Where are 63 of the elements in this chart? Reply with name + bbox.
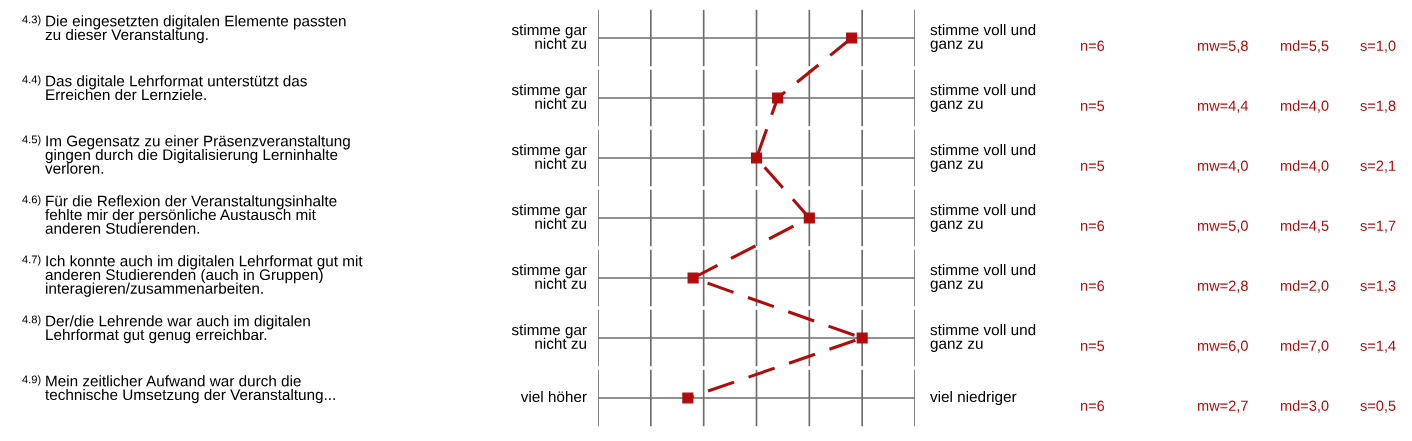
text: s=1,3 xyxy=(1360,280,1396,293)
text: s=1,8 xyxy=(1360,100,1396,113)
point xyxy=(750,152,763,164)
text: stimme voll und ganz zu xyxy=(930,144,1036,172)
text: stimme voll und ganz zu xyxy=(930,324,1036,352)
y-tick-label: Der/die Lehrende war auch im digitalen Lehrformat gut genug erreichbar. xyxy=(46,315,310,344)
text: n=6 xyxy=(1080,400,1105,411)
y-tick-label: Das digitale Lehrformat unterstützt das Erreichen der Lernziele. xyxy=(46,75,307,101)
text: n=5 xyxy=(1080,160,1105,171)
text: 4.8) xyxy=(22,315,41,326)
text: viel niedriger xyxy=(930,390,1017,406)
text: stimme voll und ganz zu xyxy=(930,84,1036,112)
text: stimme voll und ganz zu xyxy=(930,24,1036,52)
data-label: mw=2,8 xyxy=(1197,280,1248,293)
text: stimme gar nicht zu xyxy=(511,84,587,109)
text: md=3,0 xyxy=(1280,400,1329,413)
text: n=5 xyxy=(1080,340,1105,351)
text: s=0,5 xyxy=(1360,400,1396,413)
text: n=5 xyxy=(1080,100,1105,111)
text: md=5,5 xyxy=(1280,40,1329,53)
text: 4.7) xyxy=(22,255,41,266)
text: s=1,4 xyxy=(1360,340,1396,353)
data-label: mw=4,0 xyxy=(1197,160,1248,173)
point xyxy=(803,212,815,224)
text: n=6 xyxy=(1080,40,1105,51)
data-label: mw=5,0 xyxy=(1197,220,1248,233)
text: stimme voll und ganz zu xyxy=(930,264,1036,292)
text: 4.9) xyxy=(22,375,41,386)
y-tick-label: Im Gegensatz zu einer Präsenzveranstaltung gingen durch die Digitalisierung Lerninhalte verloren. xyxy=(45,135,350,174)
text: md=4,0 xyxy=(1280,100,1329,113)
point xyxy=(856,332,868,344)
text: 4.5) xyxy=(22,135,41,146)
text: md=2,0 xyxy=(1280,280,1329,293)
point xyxy=(772,92,784,104)
text: stimme gar nicht zu xyxy=(511,144,587,169)
text: md=4,5 xyxy=(1280,220,1329,233)
text: stimme gar nicht zu xyxy=(511,264,587,289)
text: 4.4) xyxy=(22,75,41,86)
data-label: mw=6,0 xyxy=(1197,340,1248,353)
point xyxy=(687,272,699,284)
text: s=2,1 xyxy=(1360,160,1396,173)
point xyxy=(682,392,694,404)
text: md=4,0 xyxy=(1280,160,1329,173)
text: s=1,0 xyxy=(1360,40,1396,53)
text: n=6 xyxy=(1080,280,1105,291)
text: 4.3) xyxy=(22,15,41,26)
y-tick-label: Die eingesetzten digitalen Elemente passten zu dieser Veranstaltung. xyxy=(45,15,346,44)
text: stimme voll und ganz zu xyxy=(930,204,1036,232)
text: 4.6) xyxy=(22,195,41,206)
y-tick-label: Für die Reflexion der Veranstaltungsinhalte fehlte mir der persönliche Austausch mit anderen Studierenden. xyxy=(45,195,337,234)
data-label: mw=4,4 xyxy=(1197,100,1249,113)
text: viel höher xyxy=(520,390,587,403)
y-tick-label: Ich konnte auch im digitalen Lehrformat gut mit anderen Studierenden (auch in Gruppen) interagieren/zusammenarbeiten. xyxy=(45,255,363,297)
data-label: mw=2,7 xyxy=(1197,400,1248,413)
point xyxy=(846,32,858,44)
y-tick-label: Mein zeitlicher Aufwand war durch die technische Umsetzung der Veranstaltung... xyxy=(45,375,335,404)
text: s=1,7 xyxy=(1360,220,1396,233)
data-label: mw=5,8 xyxy=(1197,40,1248,53)
text: stimme gar nicht zu xyxy=(511,324,587,349)
text: n=6 xyxy=(1080,220,1105,231)
text: stimme gar nicht zu xyxy=(511,204,587,229)
text: md=7,0 xyxy=(1280,340,1329,353)
text: stimme gar nicht zu xyxy=(511,24,587,49)
